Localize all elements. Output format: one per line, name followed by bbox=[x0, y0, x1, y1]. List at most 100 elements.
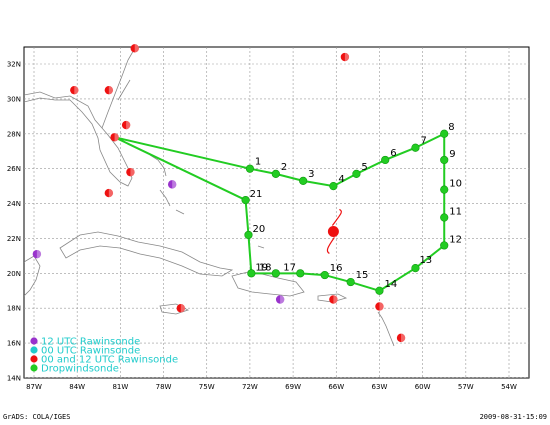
station-00-12-marker-shade bbox=[344, 52, 350, 62]
lon-tick-label: 57W bbox=[458, 383, 474, 391]
dropwindsonde-point bbox=[245, 164, 255, 173]
waypoint-label: 16 bbox=[330, 263, 343, 274]
waypoint-label: 4 bbox=[338, 174, 344, 185]
lat-tick-label: 18N bbox=[7, 305, 21, 313]
legend-marker bbox=[30, 337, 38, 345]
footer-credit: GrADS: COLA/IGES bbox=[3, 413, 71, 421]
station-12-marker-shade bbox=[280, 295, 285, 304]
waypoint-label: 15 bbox=[356, 270, 369, 281]
legend-label: 00 and 12 UTC Rawinsonde bbox=[41, 355, 178, 366]
station-00-12-marker bbox=[70, 85, 79, 95]
dropwindsonde-point bbox=[244, 230, 253, 240]
station-00-12-marker bbox=[176, 304, 186, 313]
hurricane-arm bbox=[326, 237, 335, 255]
waypoint-label: 5 bbox=[361, 162, 367, 173]
waypoint-label: 20 bbox=[252, 224, 265, 235]
legend-marker bbox=[30, 346, 38, 354]
waypoint-label: 3 bbox=[308, 169, 314, 180]
legend-marker bbox=[30, 364, 38, 372]
lat-tick-label: 16N bbox=[7, 340, 21, 348]
lat-tick-label: 24N bbox=[7, 200, 21, 208]
lat-tick-label: 20N bbox=[7, 270, 21, 278]
dropwindsonde-point bbox=[440, 155, 449, 165]
dropwindsonde-point bbox=[346, 277, 355, 287]
rawinsonde-stations bbox=[32, 44, 406, 343]
dropwindsonde-point bbox=[440, 213, 449, 222]
waypoint-label: 9 bbox=[449, 149, 455, 160]
lon-tick-label: 66W bbox=[328, 383, 344, 391]
station-12-marker-shade bbox=[172, 180, 177, 189]
station-00-12-marker-shade bbox=[74, 85, 79, 95]
dropwindsonde-point bbox=[320, 270, 329, 280]
dropwindsonde-point bbox=[375, 286, 384, 295]
station-00-12-marker bbox=[104, 188, 114, 198]
lon-tick-label: 72W bbox=[242, 383, 258, 391]
lon-tick-label: 87W bbox=[26, 383, 42, 391]
station-12-marker bbox=[32, 249, 42, 259]
storm-symbol bbox=[326, 208, 342, 255]
legend-marker bbox=[30, 355, 38, 363]
waypoint-label: 11 bbox=[449, 207, 462, 218]
waypoint-label: 1 bbox=[255, 157, 261, 168]
station-00-12-marker bbox=[396, 333, 406, 343]
station-00-12-marker-shade bbox=[114, 133, 119, 142]
lon-tick-label: 60W bbox=[415, 383, 431, 391]
waypoint-label: 14 bbox=[384, 279, 397, 290]
station-00-12-marker bbox=[126, 167, 135, 177]
station-00-12-marker-shade bbox=[134, 44, 139, 53]
footer-timestamp: 2009-08-31-15:09 bbox=[479, 413, 547, 421]
legend-label: 00 UTC Rawinsonde bbox=[41, 346, 140, 357]
station-00-12-marker bbox=[375, 302, 384, 311]
lon-tick-label: 54W bbox=[501, 383, 517, 391]
waypoint-label: 12 bbox=[449, 234, 462, 245]
station-00-12-marker bbox=[104, 85, 114, 95]
axis-labels: 87W 84W 81W 78W 75W 72W 69W 66W 63W 60W 57W 54W 32N 3… bbox=[7, 61, 517, 392]
station-00-12-marker-shade bbox=[180, 304, 186, 313]
lat-tick-label: 30N bbox=[7, 95, 21, 103]
lat-tick-label: 32N bbox=[7, 61, 21, 69]
lat-tick-label: 22N bbox=[7, 235, 21, 243]
station-12-marker bbox=[167, 180, 177, 189]
station-00-12-marker bbox=[340, 52, 350, 62]
station-00-12-marker bbox=[121, 120, 131, 130]
hurricane-arm bbox=[331, 208, 342, 226]
waypoint-label: 17 bbox=[283, 262, 296, 273]
dropwindsonde-point bbox=[299, 176, 308, 185]
lon-tick-label: 69W bbox=[285, 383, 301, 391]
station-00-12-marker-shade bbox=[401, 333, 406, 343]
station-00-12-marker bbox=[130, 44, 139, 53]
waypoint-label: 8 bbox=[448, 122, 454, 133]
station-00-12-marker-shade bbox=[108, 85, 114, 95]
dropwindsonde-point bbox=[381, 155, 390, 165]
station-00-12-marker-shade bbox=[130, 167, 135, 177]
waypoint-label: 18 bbox=[259, 262, 272, 273]
lon-tick-label: 75W bbox=[199, 383, 215, 391]
station-12-marker-shade bbox=[36, 249, 42, 259]
waypoint-label: 2 bbox=[281, 162, 287, 173]
dropwindsonde-point bbox=[411, 264, 420, 273]
station-00-12-marker-shade bbox=[379, 302, 384, 311]
lat-tick-label: 26N bbox=[7, 165, 21, 173]
dropwindsonde-point bbox=[352, 169, 361, 178]
station-12-marker bbox=[275, 295, 285, 304]
waypoint-label: 13 bbox=[419, 255, 432, 266]
dropwindsonde-point bbox=[296, 269, 305, 278]
dropwindsonde-point bbox=[440, 241, 449, 250]
station-00-12-marker bbox=[329, 295, 338, 304]
waypoint-label: 6 bbox=[390, 148, 396, 159]
dropwindsonde-point bbox=[241, 195, 250, 205]
lon-tick-label: 63W bbox=[372, 383, 388, 391]
waypoint-label: 19 bbox=[255, 262, 268, 273]
station-00-12-marker bbox=[110, 133, 119, 142]
dropwindsonde-point bbox=[411, 143, 420, 152]
lon-tick-label: 84W bbox=[69, 383, 85, 391]
dropwindsonde-point bbox=[247, 269, 256, 278]
waypoint-label: 10 bbox=[449, 179, 462, 190]
hurricane-icon bbox=[327, 225, 339, 237]
lon-tick-label: 81W bbox=[112, 383, 128, 391]
lat-tick-label: 14N bbox=[7, 375, 21, 383]
dropwindsonde-point bbox=[271, 269, 280, 278]
